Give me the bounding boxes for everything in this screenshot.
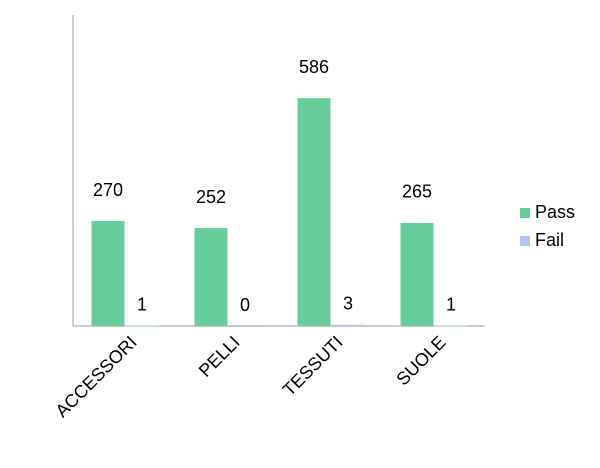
value-label: 3 — [343, 294, 353, 314]
bar — [400, 222, 434, 326]
bar — [297, 98, 331, 326]
value-label: 0 — [240, 295, 250, 315]
value-label: 270 — [93, 180, 123, 200]
bar — [125, 325, 159, 327]
legend-label: Pass — [535, 202, 575, 222]
bar — [434, 325, 468, 327]
legend-swatch — [520, 208, 530, 218]
x-tick-label: TESSUTI — [279, 332, 347, 400]
legend-swatch — [520, 236, 530, 246]
value-label: 1 — [446, 294, 456, 314]
value-label: 252 — [196, 187, 226, 207]
bar — [331, 324, 365, 326]
value-label: 586 — [299, 57, 329, 77]
bar — [194, 228, 228, 326]
x-tick-label: ACCESSORI — [52, 332, 141, 421]
value-label: 265 — [402, 182, 432, 202]
x-tick-label: PELLI — [195, 332, 244, 381]
bar — [91, 221, 125, 326]
bar — [228, 326, 262, 327]
value-label: 1 — [137, 294, 147, 314]
x-tick-label: SUOLE — [392, 332, 449, 389]
legend-label: Fail — [535, 230, 564, 250]
